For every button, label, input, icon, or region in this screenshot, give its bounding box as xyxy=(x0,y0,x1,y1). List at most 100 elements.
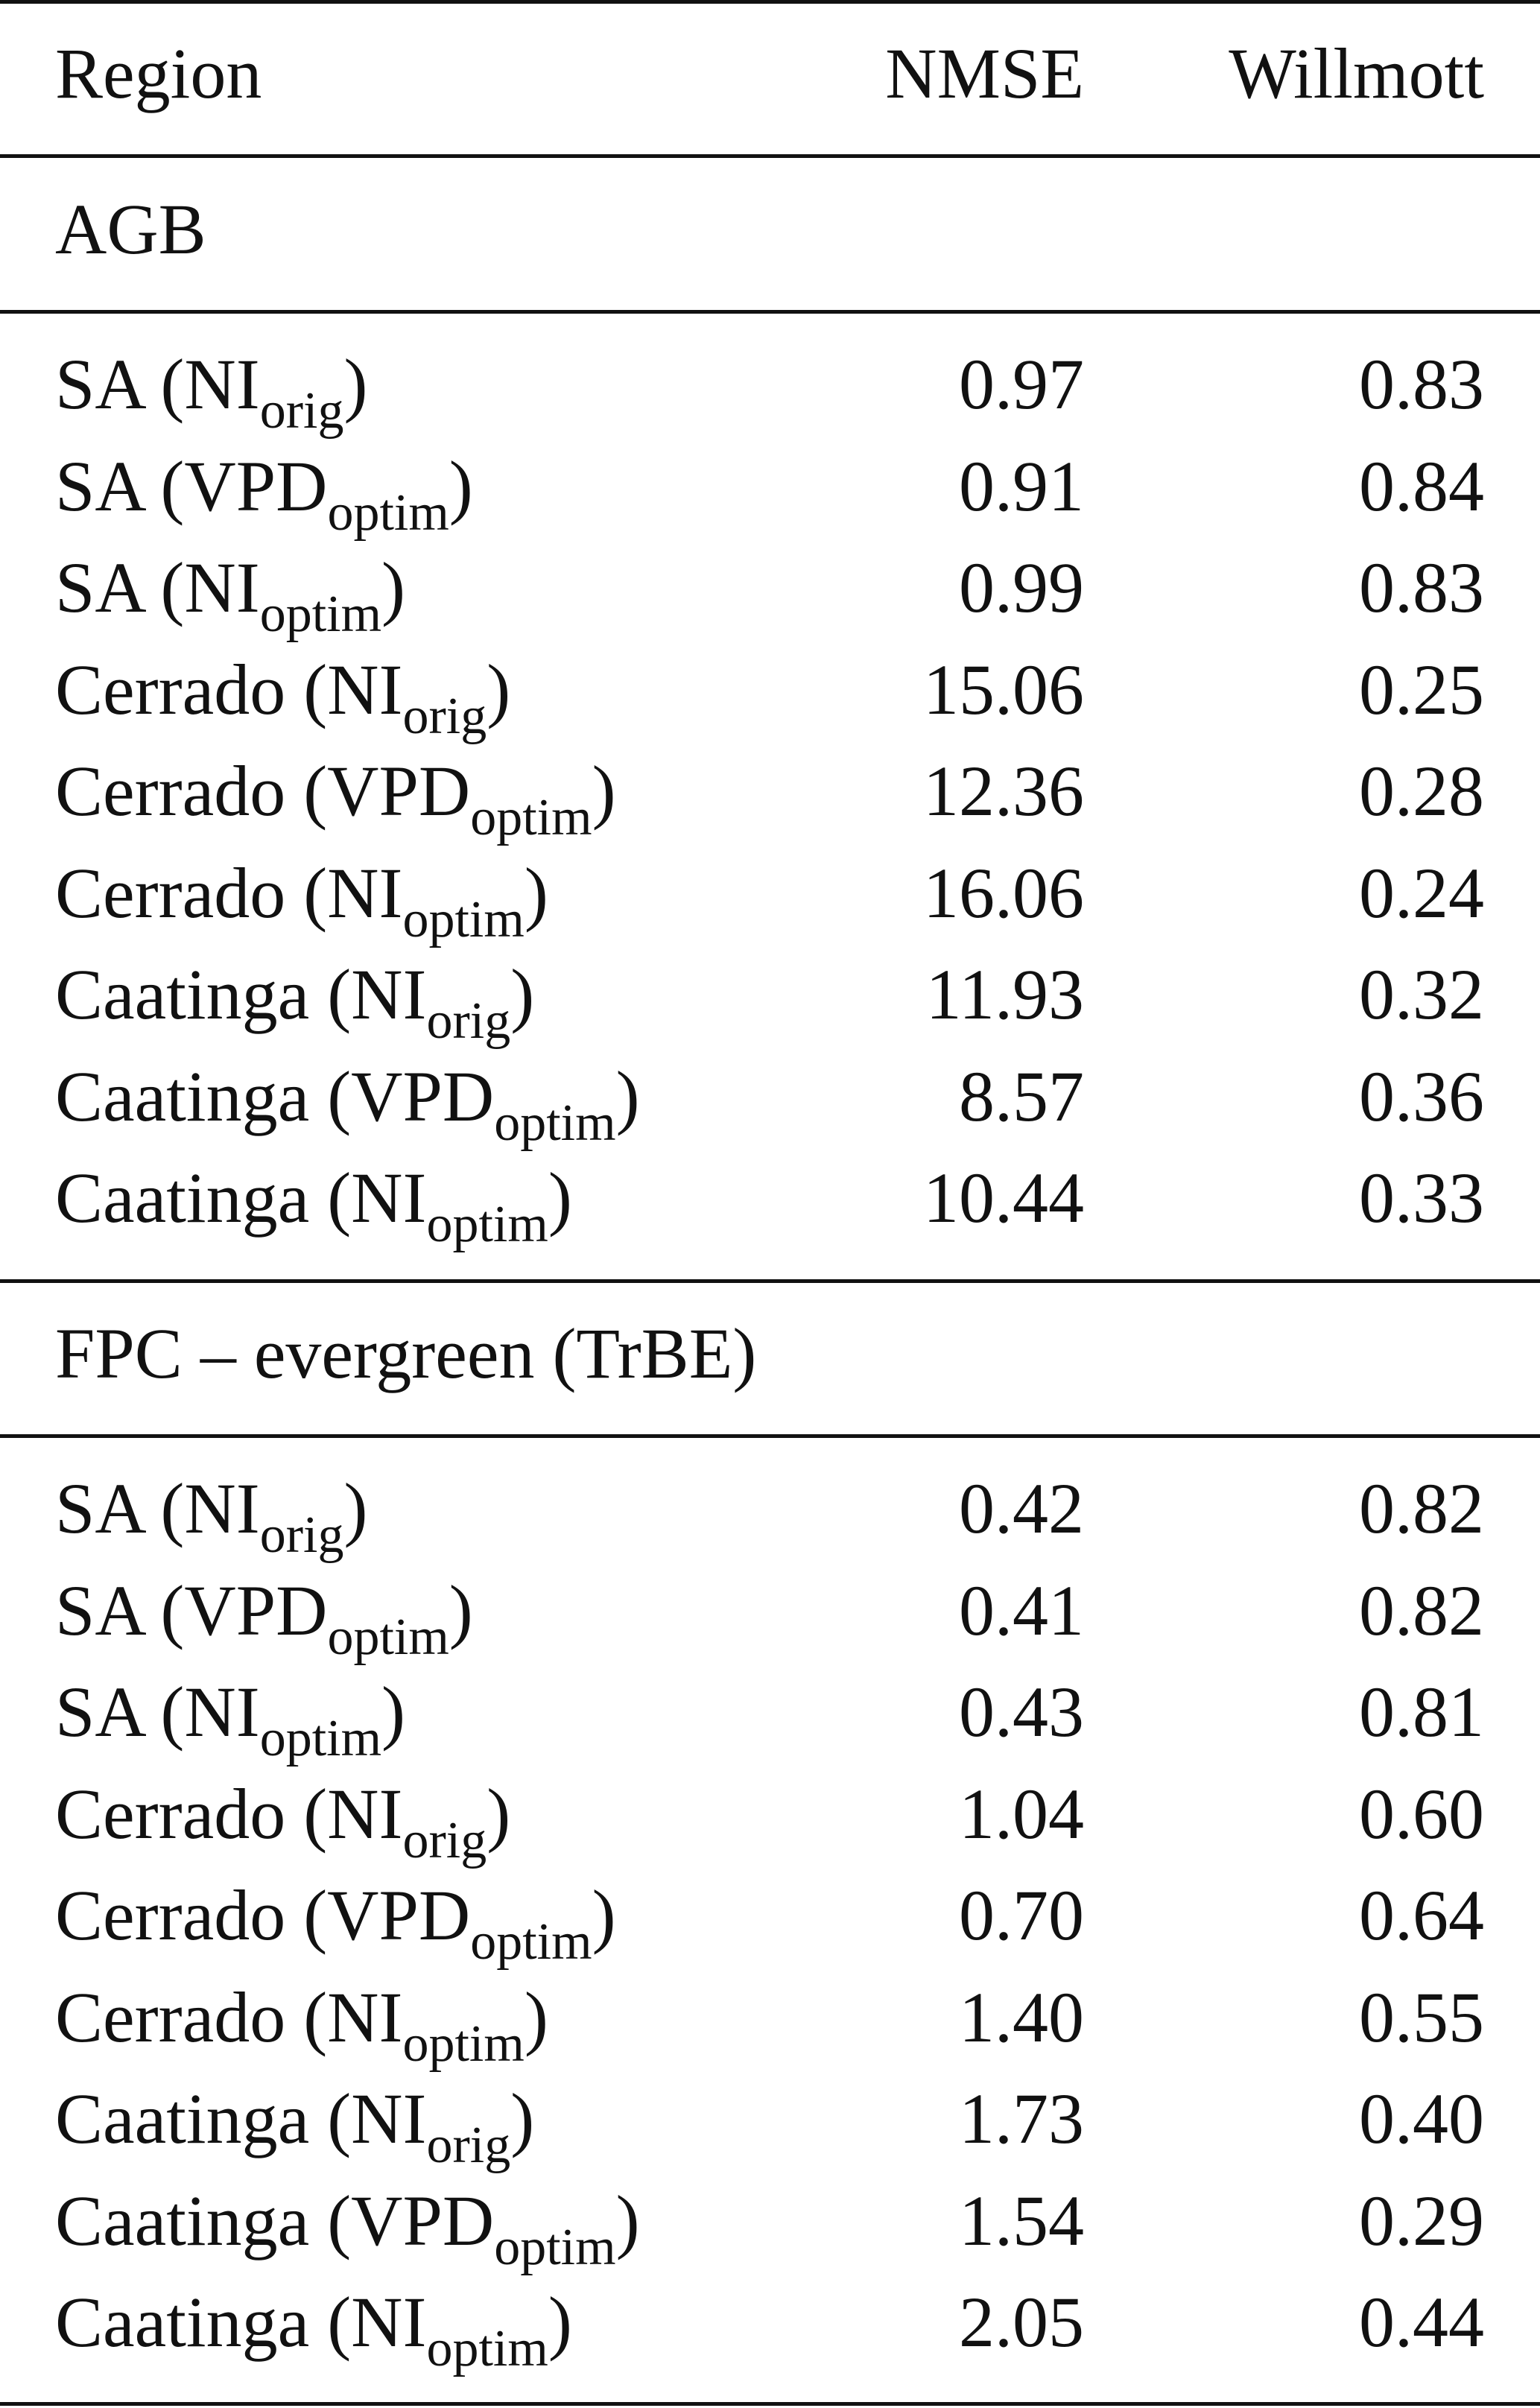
model-subscript: optim xyxy=(259,1710,382,1767)
region-name: Caatinga xyxy=(55,2079,310,2158)
table-row: Caatinga (NIorig) 1.73 0.40 xyxy=(0,2068,1540,2174)
model-variant: VPD xyxy=(327,1875,471,1955)
table-row: Cerrado (NIoptim) 1.40 0.55 xyxy=(0,1967,1540,2073)
table-row: SA (NIorig) 0.97 0.83 xyxy=(0,334,1540,440)
section-label-fpc: FPC – evergreen (TrBE) xyxy=(55,1314,757,1393)
model-subscript: optim xyxy=(494,1094,616,1152)
region-cell: Cerrado (VPDoptim) xyxy=(55,1875,616,1971)
model-variant: NI xyxy=(351,2282,427,2362)
region-name: Cerrado xyxy=(55,649,286,729)
nmse-cell: 11.93 xyxy=(925,954,1084,1034)
region-cell: SA (NIorig) xyxy=(55,344,368,440)
region-name: SA xyxy=(55,548,143,627)
region-name: SA xyxy=(55,1672,143,1752)
model-variant: NI xyxy=(327,1773,403,1854)
region-name: SA xyxy=(55,1570,143,1650)
region-cell: SA (NIorig) xyxy=(55,1468,368,1564)
region-name: Caatinga xyxy=(55,2180,310,2260)
model-subscript: optim xyxy=(402,890,525,948)
region-name: Caatinga xyxy=(55,1056,310,1136)
model-subscript: optim xyxy=(470,789,592,846)
nmse-cell: 2.05 xyxy=(959,2282,1084,2362)
model-variant: NI xyxy=(351,1158,427,1238)
region-name: SA xyxy=(55,344,143,424)
model-subscript: orig xyxy=(402,1811,487,1869)
section-rule-fpc xyxy=(0,1434,1540,1438)
model-subscript: optim xyxy=(259,586,382,643)
region-cell: SA (VPDoptim) xyxy=(55,446,473,542)
region-name: Cerrado xyxy=(55,1977,286,2057)
model-subscript: orig xyxy=(426,992,511,1050)
willmott-cell: 0.82 xyxy=(1359,1468,1484,1548)
nmse-cell: 1.04 xyxy=(959,1773,1084,1854)
willmott-cell: 0.40 xyxy=(1359,2079,1484,2158)
region-name: Cerrado xyxy=(55,751,286,831)
region-name: SA xyxy=(55,1468,143,1548)
region-cell: Caatinga (NIorig) xyxy=(55,2079,535,2174)
region-name: SA xyxy=(55,446,143,526)
header-willmott: Willmott xyxy=(1229,34,1484,113)
region-cell: Caatinga (NIoptim) xyxy=(55,1158,572,1253)
region-name: Cerrado xyxy=(55,1875,286,1955)
willmott-cell: 0.29 xyxy=(1359,2180,1484,2260)
model-variant: NI xyxy=(327,649,403,729)
table-top-rule xyxy=(0,0,1540,4)
model-variant: NI xyxy=(351,954,427,1034)
nmse-cell: 1.73 xyxy=(959,2079,1084,2158)
willmott-cell: 0.84 xyxy=(1359,446,1484,526)
region-cell: Caatinga (VPDoptim) xyxy=(55,2180,640,2276)
model-variant: NI xyxy=(327,1977,403,2057)
table-row: SA (VPDoptim) 0.41 0.82 xyxy=(0,1560,1540,1666)
willmott-cell: 0.32 xyxy=(1359,954,1484,1034)
model-variant: NI xyxy=(184,1672,260,1752)
section-label-row: FPC – evergreen (TrBE) xyxy=(0,1303,1540,1404)
willmott-cell: 0.82 xyxy=(1359,1570,1484,1650)
model-subscript: optim xyxy=(327,484,449,542)
region-cell: SA (NIoptim) xyxy=(55,548,406,643)
model-subscript: optim xyxy=(327,1608,449,1666)
nmse-cell: 0.97 xyxy=(959,344,1084,424)
model-variant: VPD xyxy=(351,2180,495,2260)
region-name: Caatinga xyxy=(55,2282,310,2362)
willmott-cell: 0.44 xyxy=(1359,2282,1484,2362)
region-cell: SA (NIoptim) xyxy=(55,1672,406,1767)
nmse-cell: 0.41 xyxy=(959,1570,1084,1650)
willmott-cell: 0.55 xyxy=(1359,1977,1484,2057)
region-cell: Caatinga (NIorig) xyxy=(55,954,535,1050)
model-subscript: optim xyxy=(494,2218,616,2276)
model-subscript: orig xyxy=(259,1506,344,1564)
willmott-cell: 0.28 xyxy=(1359,751,1484,831)
willmott-cell: 0.24 xyxy=(1359,852,1484,933)
nmse-cell: 0.42 xyxy=(959,1468,1084,1548)
nmse-cell: 0.91 xyxy=(959,446,1084,526)
model-variant: NI xyxy=(184,344,260,424)
table-row: Caatinga (VPDoptim) 1.54 0.29 xyxy=(0,2170,1540,2276)
section-label-agb: AGB xyxy=(55,189,206,269)
nmse-cell: 10.44 xyxy=(923,1158,1084,1238)
region-cell: Caatinga (NIoptim) xyxy=(55,2282,572,2377)
nmse-cell: 15.06 xyxy=(923,649,1084,729)
willmott-cell: 0.60 xyxy=(1359,1773,1484,1854)
nmse-cell: 12.36 xyxy=(923,751,1084,831)
region-name: Cerrado xyxy=(55,1773,286,1854)
willmott-cell: 0.83 xyxy=(1359,548,1484,627)
table-row: Cerrado (VPDoptim) 0.70 0.64 xyxy=(0,1865,1540,1971)
nmse-cell: 1.40 xyxy=(959,1977,1084,2057)
table-row: Cerrado (NIoptim) 16.06 0.24 xyxy=(0,843,1540,948)
willmott-cell: 0.81 xyxy=(1359,1672,1484,1752)
model-variant: VPD xyxy=(184,1570,328,1650)
table-row: Caatinga (NIoptim) 10.44 0.33 xyxy=(0,1147,1540,1253)
header-region: Region xyxy=(55,34,262,113)
table-row: SA (NIoptim) 0.99 0.83 xyxy=(0,537,1540,643)
table-bottom-rule xyxy=(0,2402,1540,2406)
willmott-cell: 0.36 xyxy=(1359,1056,1484,1136)
model-subscript: orig xyxy=(426,2117,511,2174)
model-variant: VPD xyxy=(184,446,328,526)
willmott-cell: 0.25 xyxy=(1359,649,1484,729)
table-row: Caatinga (VPDoptim) 8.57 0.36 xyxy=(0,1046,1540,1152)
table-row: SA (NIorig) 0.42 0.82 xyxy=(0,1458,1540,1564)
model-variant: NI xyxy=(351,2079,427,2158)
nmse-cell: 8.57 xyxy=(959,1056,1084,1136)
section-label-row: AGB xyxy=(0,179,1540,280)
model-subscript: optim xyxy=(426,2320,548,2377)
